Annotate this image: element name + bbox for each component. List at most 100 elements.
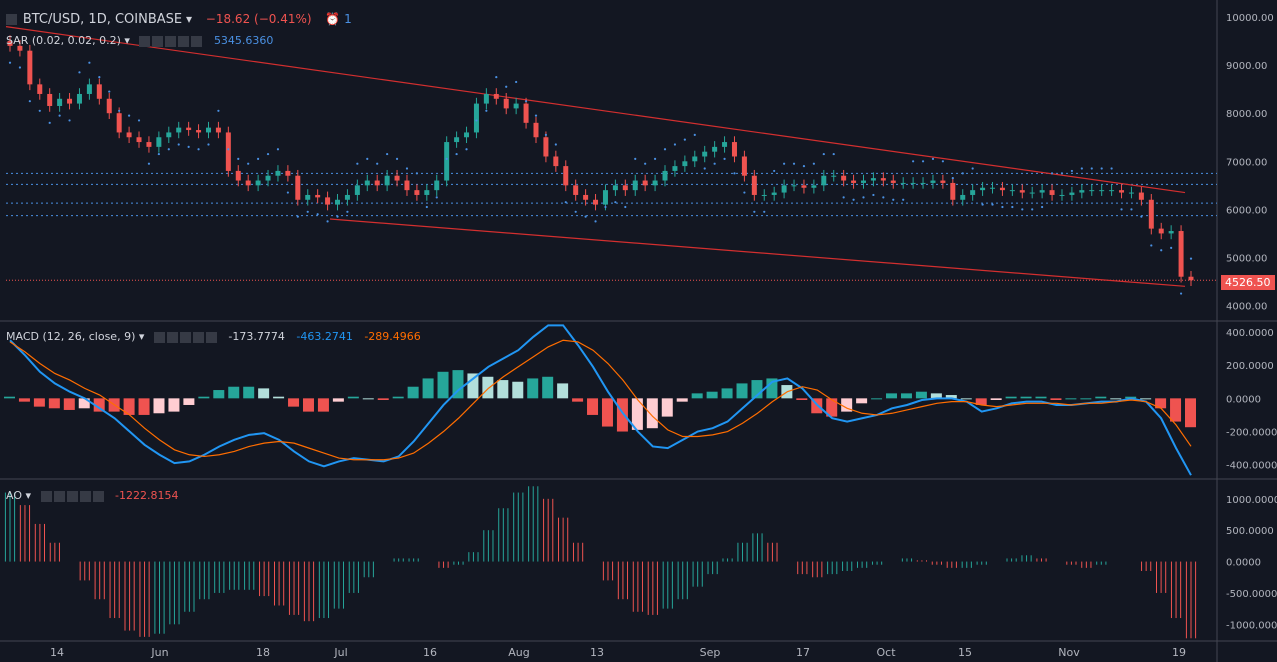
macd-histogram-bar[interactable] [751, 380, 763, 399]
candle[interactable] [225, 132, 231, 171]
candle[interactable] [642, 180, 648, 186]
candle[interactable] [573, 185, 579, 195]
candle[interactable] [1059, 194, 1065, 196]
macd-histogram-bar[interactable] [1035, 396, 1047, 399]
macd-histogram-bar[interactable] [33, 398, 45, 407]
candle[interactable] [583, 194, 589, 200]
macd-histogram-bar[interactable] [1155, 398, 1167, 409]
macd-histogram-bar[interactable] [317, 398, 329, 412]
candle[interactable] [325, 197, 331, 205]
candle[interactable] [771, 192, 777, 195]
macd-histogram-bar[interactable] [676, 398, 688, 402]
ao-dropdown-icon[interactable]: ▾ [25, 489, 32, 502]
settings-icon[interactable] [166, 331, 178, 343]
macd-histogram-bar[interactable] [243, 386, 255, 399]
candle[interactable] [1138, 192, 1144, 200]
candle[interactable] [374, 180, 380, 186]
candle[interactable] [245, 180, 251, 186]
macd-histogram-bar[interactable] [168, 398, 180, 412]
candle[interactable] [493, 93, 499, 99]
candle[interactable] [315, 194, 321, 198]
macd-histogram-bar[interactable] [736, 383, 748, 399]
macd-histogram-bar[interactable] [1140, 398, 1152, 400]
macd-histogram-bar[interactable] [48, 398, 60, 409]
candle[interactable] [76, 93, 82, 104]
macd-histogram-bar[interactable] [616, 398, 628, 432]
macd-histogram-bar[interactable] [631, 398, 643, 430]
candle[interactable] [424, 190, 430, 195]
candle[interactable] [67, 98, 73, 104]
macd-histogram-bar[interactable] [452, 370, 464, 399]
macd-histogram-bar[interactable] [1095, 396, 1107, 399]
candle[interactable] [811, 185, 817, 188]
gear-icon[interactable] [165, 35, 177, 47]
candle[interactable] [751, 175, 757, 195]
candle[interactable] [1089, 190, 1095, 192]
candle[interactable] [712, 146, 718, 152]
candle[interactable] [563, 166, 569, 186]
macd-histogram-bar[interactable] [512, 381, 524, 399]
candle[interactable] [483, 93, 489, 104]
candle[interactable] [1039, 190, 1045, 193]
candle[interactable] [890, 180, 896, 183]
macd-histogram-bar[interactable] [123, 398, 135, 415]
macd-histogram-bar[interactable] [213, 390, 225, 399]
candle[interactable] [265, 175, 271, 181]
candle[interactable] [1168, 231, 1174, 234]
macd-histogram-bar[interactable] [497, 380, 509, 399]
gear-icon[interactable] [179, 331, 191, 343]
macd-histogram-bar[interactable] [392, 396, 404, 399]
candle[interactable] [513, 103, 519, 109]
candle[interactable] [860, 180, 866, 183]
candle[interactable] [692, 156, 698, 162]
candle[interactable] [543, 137, 549, 157]
macd-histogram-bar[interactable] [871, 398, 883, 400]
macd-histogram-bar[interactable] [437, 371, 449, 399]
candle[interactable] [186, 127, 192, 131]
gear-icon[interactable] [66, 490, 78, 502]
candle[interactable] [930, 180, 936, 183]
macd-histogram-bar[interactable] [482, 376, 494, 399]
candle[interactable] [1069, 192, 1075, 195]
candle[interactable] [722, 142, 728, 147]
candle[interactable] [950, 182, 956, 200]
macd-histogram-bar[interactable] [1065, 398, 1077, 400]
macd-histogram-bar[interactable] [18, 398, 30, 402]
candle[interactable] [940, 180, 946, 183]
alarm-icon[interactable]: ⏰ [325, 12, 341, 26]
candle[interactable] [196, 130, 202, 133]
macd-histogram-bar[interactable] [332, 398, 344, 402]
macd-histogram-bar[interactable] [1185, 398, 1196, 428]
macd-histogram-bar[interactable] [63, 398, 75, 410]
candle[interactable] [741, 156, 747, 176]
candle[interactable] [821, 175, 827, 186]
candle[interactable] [702, 151, 708, 157]
sar-dropdown-icon[interactable]: ▾ [124, 34, 130, 47]
macd-label[interactable]: MACD (12, 26, close, 9) [6, 330, 136, 343]
candle[interactable] [910, 182, 916, 184]
candle[interactable] [434, 180, 440, 191]
macd-histogram-bar[interactable] [1080, 398, 1092, 400]
candle[interactable] [980, 187, 986, 191]
candle[interactable] [1079, 190, 1085, 193]
candle[interactable] [1128, 192, 1134, 194]
candle[interactable] [970, 190, 976, 195]
macd-histogram-bar[interactable] [138, 398, 150, 415]
macd-dropdown-icon[interactable]: ▾ [138, 330, 145, 343]
candle[interactable] [7, 41, 13, 46]
macd-histogram-bar[interactable] [587, 398, 599, 415]
candle[interactable] [47, 93, 53, 106]
candle[interactable] [1158, 228, 1164, 234]
candle[interactable] [672, 166, 678, 171]
macd-histogram-bar[interactable] [945, 395, 957, 399]
macd-histogram-bar[interactable] [407, 386, 419, 399]
candle[interactable] [285, 170, 291, 176]
settings-icon[interactable] [152, 35, 164, 47]
candle[interactable] [414, 190, 420, 195]
candle[interactable] [57, 98, 63, 106]
macd-histogram-bar[interactable] [78, 398, 90, 409]
candle[interactable] [136, 137, 142, 143]
candle[interactable] [870, 178, 876, 181]
candle[interactable] [116, 113, 122, 133]
macd-histogram-bar[interactable] [796, 398, 808, 400]
